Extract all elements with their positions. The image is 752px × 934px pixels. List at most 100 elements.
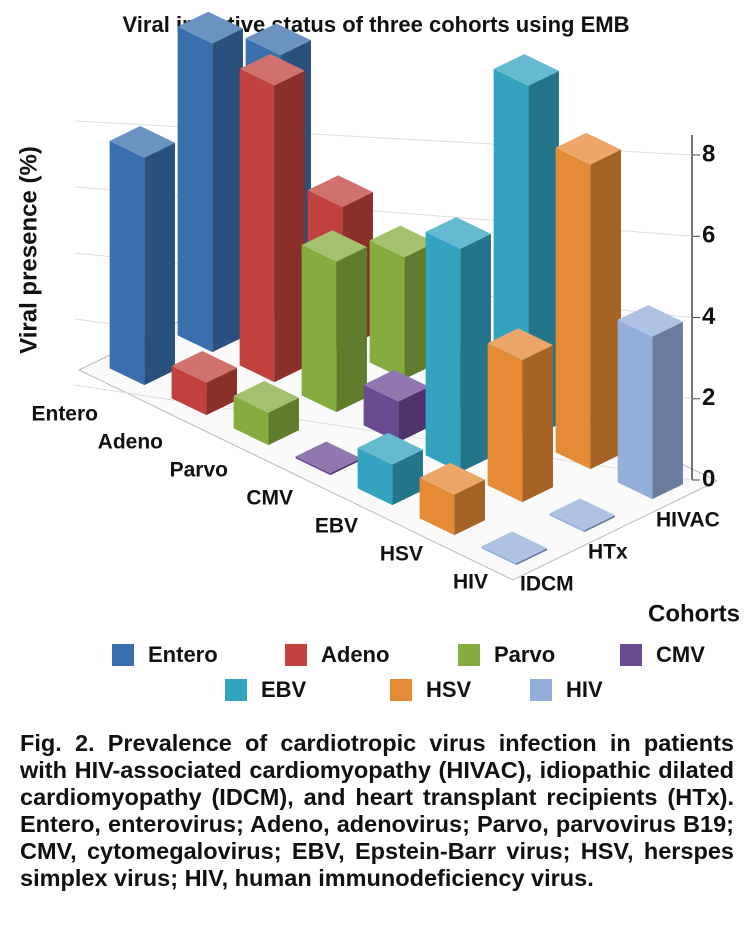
bar-front (357, 447, 393, 506)
bar-side (330, 458, 361, 476)
x-tick-label: Entero (31, 403, 98, 426)
chart: Viral infective status of three cohorts … (15, 11, 740, 702)
bar-side (144, 142, 175, 386)
bar-side (268, 397, 299, 446)
legend-swatch (390, 679, 412, 701)
bar-top (369, 225, 435, 258)
bar-front (555, 147, 591, 470)
bar-top (487, 328, 553, 360)
bar-front (171, 365, 207, 416)
legend-swatch (620, 644, 642, 666)
bar-top (363, 369, 429, 402)
bar (357, 432, 423, 506)
x-tick-label: Parvo (170, 459, 228, 482)
bar (301, 230, 367, 413)
caption: Fig. 2. Prevalence of cardiotropic virus… (20, 730, 734, 891)
bar-top (357, 432, 423, 465)
bar-side (392, 449, 423, 506)
y-tick-label: 2 (702, 384, 715, 411)
bar (363, 369, 429, 443)
legend-swatch (112, 644, 134, 666)
bar-top (301, 230, 367, 262)
bar-side (274, 70, 305, 383)
bar-top (555, 132, 621, 165)
bar (555, 132, 621, 470)
bar (233, 381, 299, 446)
bar-front (369, 240, 405, 380)
bar-front (425, 231, 461, 473)
bar-top (239, 53, 305, 86)
bar-front (363, 384, 399, 443)
legend-swatch (530, 679, 552, 701)
bar-top (177, 11, 243, 44)
bar-front (109, 140, 145, 386)
x-tick-label: HIV (453, 571, 488, 594)
bar-side (398, 386, 429, 443)
bar-side (584, 515, 615, 533)
z-tick-label: HTx (588, 541, 628, 564)
legend-label: EBV (261, 677, 307, 702)
bar-front (177, 26, 213, 353)
legend-label: Adeno (321, 642, 389, 667)
y-tick-label: 6 (702, 222, 715, 249)
bar-front (481, 546, 517, 566)
bar-front (301, 245, 337, 413)
bar-front (233, 395, 269, 446)
bar (487, 328, 553, 503)
bar-top (171, 351, 237, 383)
z-axis-label: Cohorts (648, 600, 740, 627)
legend-label: CMV (656, 642, 705, 667)
y-tick-label: 8 (702, 140, 715, 167)
bar-side (206, 367, 237, 416)
legend-swatch (458, 644, 480, 666)
bar-side (522, 345, 553, 503)
x-tick-label: EBV (315, 515, 358, 538)
x-tick-label: CMV (246, 487, 293, 510)
bar-top (549, 498, 615, 531)
bar (239, 53, 305, 383)
bar (109, 126, 175, 386)
legend-label: HIV (566, 677, 603, 702)
bar-side (454, 479, 485, 536)
bar-front (617, 319, 653, 500)
y-tick-label: 4 (702, 303, 716, 330)
bar (549, 498, 615, 533)
bar-side (212, 28, 243, 353)
bar-top (245, 23, 311, 56)
bar-top (481, 531, 547, 564)
bar-side (516, 548, 547, 566)
bar-top (307, 175, 373, 207)
legend-swatch (285, 644, 307, 666)
bar-top (419, 462, 485, 495)
bar (617, 305, 683, 500)
z-tick-label: HIVAC (656, 509, 720, 532)
bar-side (336, 246, 367, 413)
x-tick-label: Adeno (98, 431, 163, 454)
bar-side (652, 321, 683, 500)
bar (177, 11, 243, 353)
bar-top (617, 305, 683, 337)
bar-top (233, 381, 299, 413)
bar (295, 441, 361, 476)
bar-front (419, 477, 455, 536)
bar (171, 351, 237, 416)
y-axis-label: Viral presence (%) (15, 146, 42, 354)
legend-label: Parvo (494, 642, 555, 667)
z-tick-label: IDCM (520, 573, 574, 596)
bar (425, 217, 491, 473)
bar-top (425, 217, 491, 249)
bar (369, 225, 435, 380)
bar-top (295, 441, 361, 474)
bar-front (487, 343, 523, 503)
y-tick-label: 0 (702, 465, 715, 492)
legend-label: HSV (426, 677, 472, 702)
bar-side (590, 149, 621, 470)
bar-front (295, 456, 331, 476)
bar-top (493, 54, 559, 86)
bar (481, 531, 547, 566)
x-tick-label: HSV (380, 543, 423, 566)
bar-side (460, 233, 491, 473)
bar-front (239, 68, 275, 383)
legend-swatch (225, 679, 247, 701)
